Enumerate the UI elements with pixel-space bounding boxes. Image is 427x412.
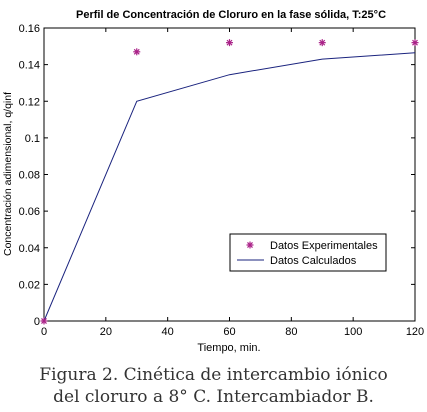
- legend-asterisk: [246, 241, 254, 249]
- series-layer: [40, 39, 419, 325]
- data-point-experimental: [226, 39, 233, 47]
- figure-caption: Figura 2. Cinética de intercambio iónico…: [0, 364, 427, 408]
- legend-marker-experimental: [246, 241, 254, 249]
- y-tick-label: 0.04: [19, 243, 40, 255]
- data-point-experimental: [40, 317, 48, 325]
- legend: Datos Experimentales Datos Calculados: [229, 233, 387, 272]
- x-axis-label: Tiempo, min.: [197, 342, 260, 354]
- y-tick-label: 0.12: [19, 96, 40, 108]
- x-tick-label: 80: [285, 326, 297, 338]
- chart-title: Perfil de Concentración de Cloruro en la…: [76, 9, 386, 21]
- x-tick-label: 40: [162, 326, 174, 338]
- series-line-calculated: [43, 52, 416, 322]
- y-tick-label: 0.1: [25, 133, 40, 145]
- legend-box: [229, 233, 387, 272]
- y-tick-label: 0.08: [19, 170, 40, 182]
- x-tick-label: 20: [100, 326, 112, 338]
- y-tick-label: 0.14: [19, 60, 40, 72]
- y-tick-label: 0.02: [19, 279, 40, 291]
- y-tick-label: 0.06: [19, 206, 40, 218]
- data-point-experimental: [133, 48, 141, 56]
- caption-line-2: del cloruro a 8° C. Intercambiador B.: [53, 387, 374, 407]
- y-tick-label: 0: [34, 316, 40, 328]
- x-tick-label: 120: [406, 326, 424, 338]
- x-tick-label: 60: [223, 326, 235, 338]
- legend-label-experimental: Datos Experimentales: [270, 240, 378, 252]
- y-tick-label: 0.16: [19, 23, 40, 35]
- y-axis: 0 0.02 0.04 0.06 0.08 0.1 0.12 0.14 0.16: [19, 23, 415, 328]
- x-tick-label: 0: [41, 326, 47, 338]
- chart: Perfil de Concentración de Cloruro en la…: [2, 9, 424, 354]
- y-axis-label: Concentración adimensional, q/qinf: [2, 92, 14, 256]
- x-tick-label: 100: [344, 326, 362, 338]
- legend-label-calculated: Datos Calculados: [270, 255, 357, 267]
- plot-area: [43, 27, 416, 322]
- data-point-experimental: [411, 39, 419, 47]
- data-point-experimental: [318, 39, 326, 47]
- x-axis: 0 20 40 60 80 100 120: [41, 28, 424, 338]
- caption-line-1: Figura 2. Cinética de intercambio iónico: [39, 365, 388, 385]
